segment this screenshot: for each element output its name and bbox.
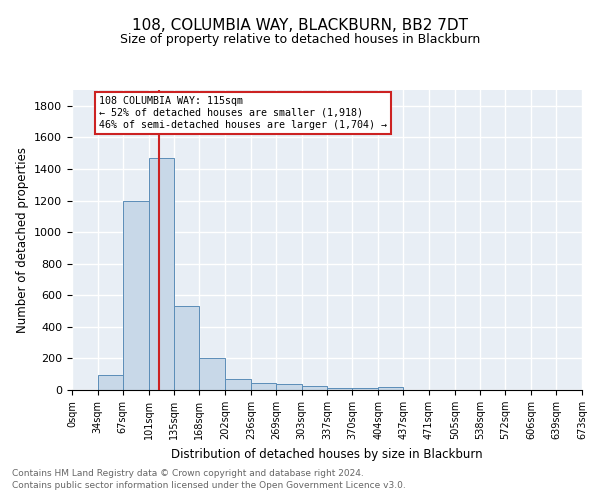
X-axis label: Distribution of detached houses by size in Blackburn: Distribution of detached houses by size … (171, 448, 483, 460)
Bar (276, 384, 302, 390)
Bar (98, 376, 123, 390)
Bar (352, 388, 378, 390)
Bar (328, 388, 352, 390)
Bar (302, 386, 328, 390)
Bar (149, 158, 175, 390)
Bar (175, 306, 199, 390)
Y-axis label: Number of detached properties: Number of detached properties (16, 147, 29, 333)
Text: 108 COLUMBIA WAY: 115sqm
← 52% of detached houses are smaller (1,918)
46% of sem: 108 COLUMBIA WAY: 115sqm ← 52% of detach… (99, 96, 387, 130)
Bar (251, 382, 276, 390)
Text: Contains public sector information licensed under the Open Government Licence v3: Contains public sector information licen… (12, 481, 406, 490)
Bar (225, 380, 251, 390)
Bar (123, 200, 149, 390)
Text: Size of property relative to detached houses in Blackburn: Size of property relative to detached ho… (120, 32, 480, 46)
Bar (199, 358, 225, 390)
Text: Contains HM Land Registry data © Crown copyright and database right 2024.: Contains HM Land Registry data © Crown c… (12, 468, 364, 477)
Bar (378, 388, 403, 390)
Text: 108, COLUMBIA WAY, BLACKBURN, BB2 7DT: 108, COLUMBIA WAY, BLACKBURN, BB2 7DT (132, 18, 468, 32)
